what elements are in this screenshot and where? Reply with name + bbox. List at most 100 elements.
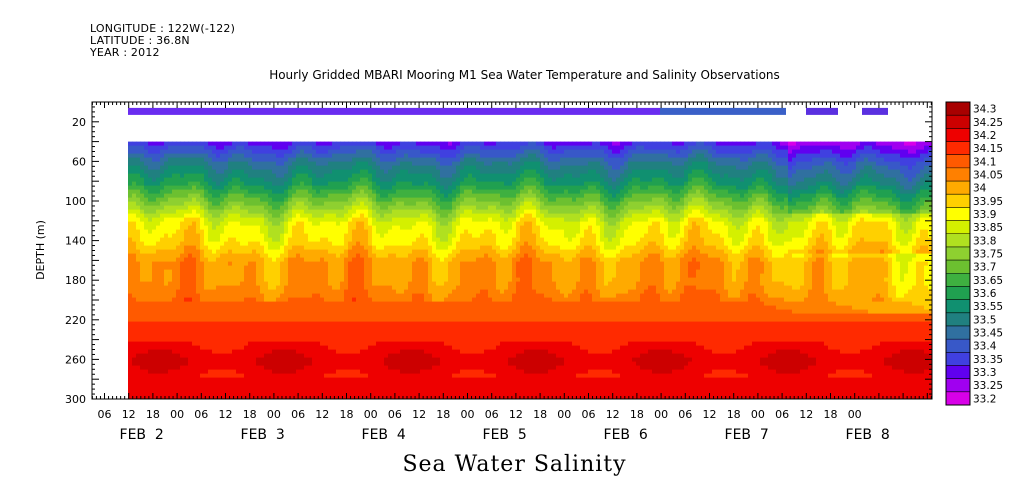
colorbar-label: 33.4 bbox=[973, 341, 997, 353]
colorbar-swatch bbox=[946, 378, 970, 393]
colorbar-label: 34.2 bbox=[973, 130, 996, 142]
x-day-label: FEB 6 bbox=[604, 427, 648, 443]
x-tick-label: 00 bbox=[848, 408, 862, 421]
colorbar-swatch bbox=[946, 352, 970, 366]
x-day-label: FEB 3 bbox=[241, 427, 285, 443]
colorbar-label: 33.65 bbox=[973, 275, 1003, 287]
x-tick-label: 06 bbox=[194, 408, 208, 421]
footer-title: Sea Water Salinity bbox=[402, 452, 627, 477]
x-tick-label: 06 bbox=[678, 408, 692, 421]
x-day-label: FEB 8 bbox=[846, 427, 890, 443]
year-label: YEAR : 2012 bbox=[90, 46, 160, 59]
x-tick-label: 00 bbox=[654, 408, 668, 421]
colorbar-swatch bbox=[946, 312, 970, 327]
x-tick-label: 06 bbox=[485, 408, 499, 421]
x-tick-label: 18 bbox=[630, 408, 644, 421]
x-tick-label: 18 bbox=[436, 408, 450, 421]
x-tick-label: 12 bbox=[315, 408, 329, 421]
y-tick-label: 20 bbox=[72, 116, 86, 129]
x-day-label: FEB 2 bbox=[120, 427, 164, 443]
x-tick-label: 00 bbox=[267, 408, 281, 421]
x-tick-label: 06 bbox=[388, 408, 402, 421]
colorbar-label: 34.25 bbox=[973, 117, 1003, 129]
x-tick-label: 00 bbox=[461, 408, 475, 421]
colorbar: 34.334.2534.234.1534.134.053433.9533.933… bbox=[945, 101, 1003, 406]
x-tick-label: 18 bbox=[340, 408, 354, 421]
chart-title: Hourly Gridded MBARI Mooring M1 Sea Wate… bbox=[269, 68, 780, 82]
x-tick-label: 18 bbox=[146, 408, 160, 421]
colorbar-label: 33.3 bbox=[973, 367, 996, 379]
colorbar-swatch bbox=[946, 141, 970, 155]
y-tick-label: 60 bbox=[72, 155, 86, 168]
colorbar-label: 34.05 bbox=[973, 169, 1003, 181]
colorbar-swatch bbox=[946, 128, 970, 142]
colorbar-label: 33.2 bbox=[973, 393, 996, 405]
x-tick-label: 00 bbox=[557, 408, 571, 421]
colorbar-label: 33.45 bbox=[973, 328, 1003, 340]
x-tick-label: 12 bbox=[122, 408, 136, 421]
colorbar-swatch bbox=[946, 102, 970, 116]
y-tick-label: 300 bbox=[65, 393, 86, 406]
colorbar-swatch bbox=[946, 181, 970, 195]
heatmap-field bbox=[128, 107, 932, 399]
colorbar-swatch bbox=[946, 115, 970, 129]
colorbar-swatch bbox=[946, 233, 970, 248]
colorbar-swatch bbox=[946, 220, 970, 235]
colorbar-swatch bbox=[946, 391, 970, 406]
colorbar-label: 33.9 bbox=[973, 209, 996, 221]
colorbar-label: 33.35 bbox=[973, 354, 1003, 366]
x-tick-label: 06 bbox=[291, 408, 305, 421]
x-day-label: FEB 5 bbox=[483, 427, 527, 443]
colorbar-swatch bbox=[946, 167, 970, 182]
x-tick-label: 18 bbox=[824, 408, 838, 421]
x-tick-label: 12 bbox=[799, 408, 813, 421]
y-axis: 20 60 100 140 180 220 260 300 bbox=[65, 101, 932, 406]
colorbar-label: 34.1 bbox=[973, 156, 996, 168]
colorbar-label: 34.3 bbox=[973, 104, 996, 116]
x-tick-label: 06 bbox=[775, 408, 789, 421]
colorbar-swatch bbox=[946, 365, 970, 379]
colorbar-swatch bbox=[946, 339, 970, 353]
colorbar-label: 34 bbox=[973, 183, 987, 195]
colorbar-label: 33.5 bbox=[973, 314, 996, 326]
colorbar-swatch bbox=[946, 325, 970, 340]
x-tick-label: 12 bbox=[509, 408, 523, 421]
x-tick-label: 12 bbox=[219, 408, 233, 421]
colorbar-label: 33.8 bbox=[973, 235, 996, 247]
colorbar-label: 34.15 bbox=[973, 143, 1003, 155]
y-tick-label: 100 bbox=[65, 195, 86, 208]
x-tick-label: 18 bbox=[533, 408, 547, 421]
colorbar-swatch bbox=[946, 273, 970, 287]
colorbar-label: 33.75 bbox=[973, 249, 1003, 261]
colorbar-label: 33.7 bbox=[973, 262, 996, 274]
x-tick-label: 18 bbox=[243, 408, 257, 421]
colorbar-swatch bbox=[946, 194, 970, 208]
x-tick-label: 12 bbox=[703, 408, 717, 421]
colorbar-label: 33.6 bbox=[973, 288, 997, 300]
y-axis-label: DEPTH (m) bbox=[34, 220, 47, 280]
x-tick-label: 06 bbox=[98, 408, 112, 421]
y-tick-label: 140 bbox=[65, 235, 86, 248]
x-tick-label: 06 bbox=[582, 408, 596, 421]
x-axis: 06 12 18 00 06 12 18 00 06 12 18 00 06 12 18 00 06 12 18 00… bbox=[91, 102, 932, 443]
x-tick-label: 00 bbox=[751, 408, 765, 421]
longitude-label: LONGITUDE : 122W(-122) bbox=[90, 22, 236, 35]
x-tick-label: 12 bbox=[606, 408, 620, 421]
y-tick-label: 180 bbox=[65, 274, 86, 287]
colorbar-swatch bbox=[946, 207, 970, 221]
x-tick-label: 12 bbox=[412, 408, 426, 421]
colorbar-swatch bbox=[946, 154, 970, 169]
colorbar-swatch bbox=[946, 260, 970, 274]
colorbar-label: 33.85 bbox=[973, 222, 1003, 234]
x-tick-label: 18 bbox=[727, 408, 741, 421]
colorbar-swatch bbox=[946, 299, 970, 314]
x-day-label: FEB 4 bbox=[362, 427, 406, 443]
x-day-label: FEB 7 bbox=[725, 427, 769, 443]
latitude-label: LATITUDE : 36.8N bbox=[90, 34, 190, 47]
x-tick-label: 00 bbox=[364, 408, 378, 421]
colorbar-swatch bbox=[946, 246, 970, 261]
colorbar-label: 33.25 bbox=[973, 380, 1003, 392]
x-tick-label: 00 bbox=[170, 408, 184, 421]
colorbar-label: 33.95 bbox=[973, 196, 1003, 208]
